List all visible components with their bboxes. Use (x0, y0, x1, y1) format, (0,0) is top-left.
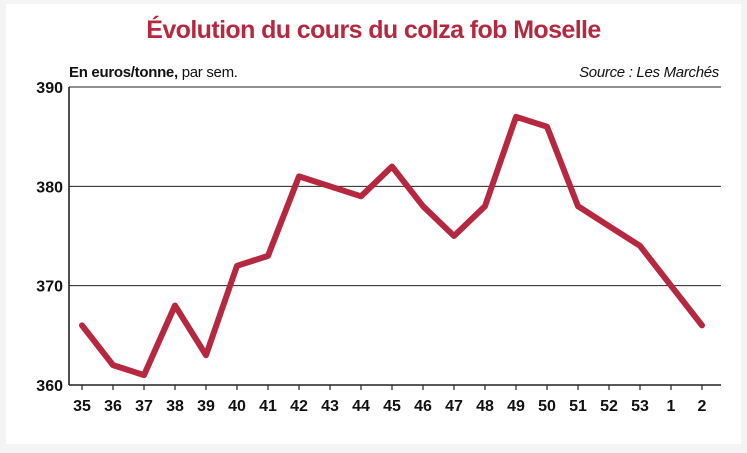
x-tick-label: 52 (600, 398, 618, 415)
y-tick-labels: 360 370 380 390 (36, 80, 63, 395)
price-series-line (79, 113, 705, 379)
x-tick-label: 46 (414, 398, 432, 415)
x-tick-label: 37 (135, 398, 153, 415)
x-tick-label: 51 (569, 398, 587, 415)
x-tick-label: 53 (631, 398, 649, 415)
x-tick-label: 38 (166, 398, 184, 415)
line-chart: 360 370 380 390 35 36 37 38 39 40 41 42 43 44 45 46 47 4… (36, 80, 721, 415)
y-tick-label: 370 (36, 279, 63, 296)
x-tick-label: 47 (445, 398, 463, 415)
x-tick-label: 50 (538, 398, 556, 415)
chart-title: Évolution du cours du colza fob Moselle (146, 16, 601, 44)
x-tick-label: 41 (259, 398, 277, 415)
x-tick-label: 45 (383, 398, 401, 415)
x-tick-label: 48 (476, 398, 494, 415)
unit-label: En euros/tonne, par sem. (69, 64, 238, 81)
x-tick-label: 42 (290, 398, 308, 415)
y-tick-label: 390 (36, 80, 63, 97)
x-tick-label: 36 (104, 398, 122, 415)
unit-label-rest: par sem. (177, 64, 238, 81)
x-tick-label: 35 (73, 398, 91, 415)
x-tick-label: 2 (698, 398, 707, 415)
y-tick-label: 360 (36, 378, 63, 395)
y-tick-label: 380 (36, 179, 63, 196)
chart-card: Évolution du cours du colza fob Moselle … (6, 4, 741, 444)
x-tick-label: 43 (321, 398, 339, 415)
x-tick-label: 39 (197, 398, 215, 415)
x-tick-label: 1 (667, 398, 676, 415)
gridlines (68, 86, 721, 390)
source-label: Source : Les Marchés (579, 64, 719, 81)
x-tick-labels: 35 36 37 38 39 40 41 42 43 44 45 46 47 48 49 50 51 52 53 1 2 (73, 398, 706, 415)
x-tick-label: 49 (507, 398, 525, 415)
x-tick-label: 40 (228, 398, 246, 415)
unit-label-bold: En euros/tonne, (69, 64, 178, 81)
x-tick-label: 44 (352, 398, 370, 415)
